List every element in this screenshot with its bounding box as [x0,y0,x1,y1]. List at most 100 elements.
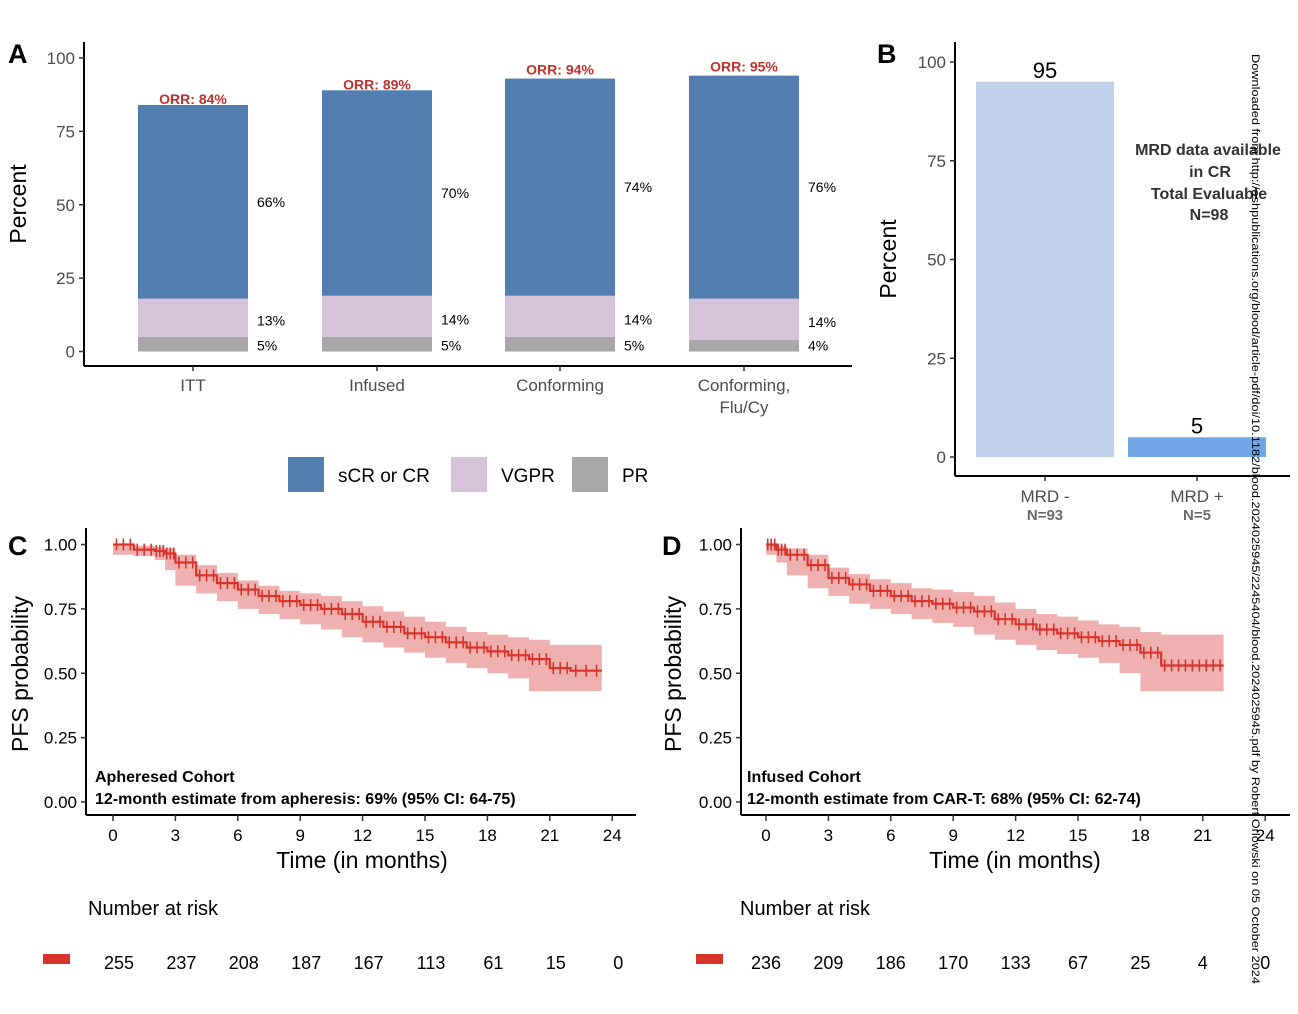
panel-d: D 0.00 0.25 0.50 0.75 1.00 0 3 6 9 12 15 18 21 24 Time … [660,528,1290,973]
risk-count: 0 [613,953,623,973]
risk-count: 170 [938,953,968,973]
x-tick-label: 24 [1256,826,1275,845]
y-tick-label: 0 [66,343,75,362]
risk-table-title: Number at risk [88,898,219,920]
risk-swatch [696,954,723,964]
y-tick-label: 0.00 [44,793,77,812]
bar-scr-or-cr [138,104,248,299]
annotation-line: MRD data available [1135,142,1281,159]
y-tick-label: 25 [927,349,946,368]
legend-swatch [572,457,608,492]
legend-label: PR [622,466,648,487]
x-axis-title: Time (in months) [276,847,448,873]
bar-pr [138,336,248,352]
segment-label: 5% [257,338,277,354]
risk-count: 167 [354,953,384,973]
bar-mrd [976,81,1114,457]
x-tick-label: ITT [180,376,206,395]
x-tick-label: 24 [603,826,622,845]
y-axis-title: PFS probability [660,596,686,752]
x-axis-title: Time (in months) [929,847,1101,873]
bar-pr [689,339,799,352]
x-tick-label: 15 [416,826,435,845]
estimate-label: 12-month estimate from CAR-T: 68% (95% C… [747,791,1141,808]
panel-letter-d: D [662,531,682,561]
segment-label: 5% [441,338,461,354]
km-curve [113,543,602,672]
segment-label: 14% [624,311,652,327]
bar-scr-or-cr [505,78,615,296]
y-tick-label: 0.75 [699,600,732,619]
risk-table: Number at risk 255 237 208 187 167 113 61 15 0 [43,898,623,973]
x-tick-sublabel: N=5 [1183,507,1211,524]
legend-swatch [288,457,324,492]
risk-count: 67 [1068,953,1088,973]
risk-count: 15 [546,953,566,973]
x-tick-label: 0 [108,826,117,845]
bar-pr [505,336,615,352]
bar-value-label: 95 [1033,58,1057,83]
x-tick-label: Flu/Cy [719,398,769,417]
panel-letter-c: C [8,531,28,561]
panel-c: C 0.00 0.25 0.50 0.75 1.00 0 3 6 9 12 15 18 21 24 Time … [7,528,636,973]
segment-label: 5% [624,338,644,354]
risk-table-title: Number at risk [740,898,871,920]
y-axis-title: Percent [875,219,901,299]
x-tick-label: 12 [353,826,372,845]
bar-scr-or-cr [322,90,432,296]
y-tick-label: 25 [56,269,75,288]
x-tick-label: 3 [171,826,180,845]
legend-swatch [451,457,487,492]
bar-vgpr [322,295,432,337]
bar-vgpr [138,298,248,337]
y-tick-label: 50 [927,251,946,270]
annotation-line: in CR [1189,164,1231,181]
risk-count: 113 [417,953,446,973]
y-tick-label: 0 [937,448,946,467]
risk-count: 237 [166,953,196,973]
segment-label: 70% [441,185,469,201]
segment-label: 74% [624,179,652,195]
x-tick-sublabel: N=93 [1027,507,1063,524]
y-tick-label: 75 [927,152,946,171]
segment-label: 13% [257,313,285,329]
x-tick-label: MRD + [1170,487,1223,506]
y-tick-label: 100 [918,53,946,72]
risk-count: 255 [104,953,134,973]
x-tick-label: 18 [478,826,497,845]
y-tick-label: 0.25 [44,729,77,748]
panel-letter-a: A [8,39,28,69]
x-tick-label: 9 [295,826,304,845]
bar-value-label: 5 [1191,413,1203,438]
segment-label: 14% [808,314,836,330]
y-tick-label: 75 [56,122,75,141]
y-tick-label: 100 [47,49,75,68]
x-tick-label: 18 [1131,826,1150,845]
bar-vgpr [505,295,615,337]
x-tick-label: Conforming [516,376,604,395]
km-curve [766,543,1224,667]
segment-label: 14% [441,311,469,327]
y-tick-label: 50 [56,196,75,215]
x-tick-label: MRD - [1020,487,1069,506]
segment-label: 66% [257,194,285,210]
risk-count: 0 [1260,953,1270,973]
cohort-label: Infused Cohort [747,769,861,786]
bar-pr [322,336,432,352]
orr-label: ORR: 94% [526,62,594,78]
legend-label: sCR or CR [338,466,430,487]
risk-count: 236 [751,953,781,973]
risk-table: Number at risk 236 209 186 170 133 67 25 4 0 [696,898,1270,973]
x-tick-label: 0 [761,826,770,845]
risk-count: 61 [483,953,503,973]
risk-count: 186 [876,953,906,973]
risk-count: 187 [291,953,321,973]
x-tick-label: 3 [824,826,833,845]
y-tick-label: 0.00 [699,793,732,812]
cohort-label: Apheresed Cohort [95,769,235,786]
x-tick-label: 6 [233,826,242,845]
risk-count: 209 [813,953,843,973]
risk-swatch [43,954,70,964]
x-tick-label: 9 [948,826,957,845]
